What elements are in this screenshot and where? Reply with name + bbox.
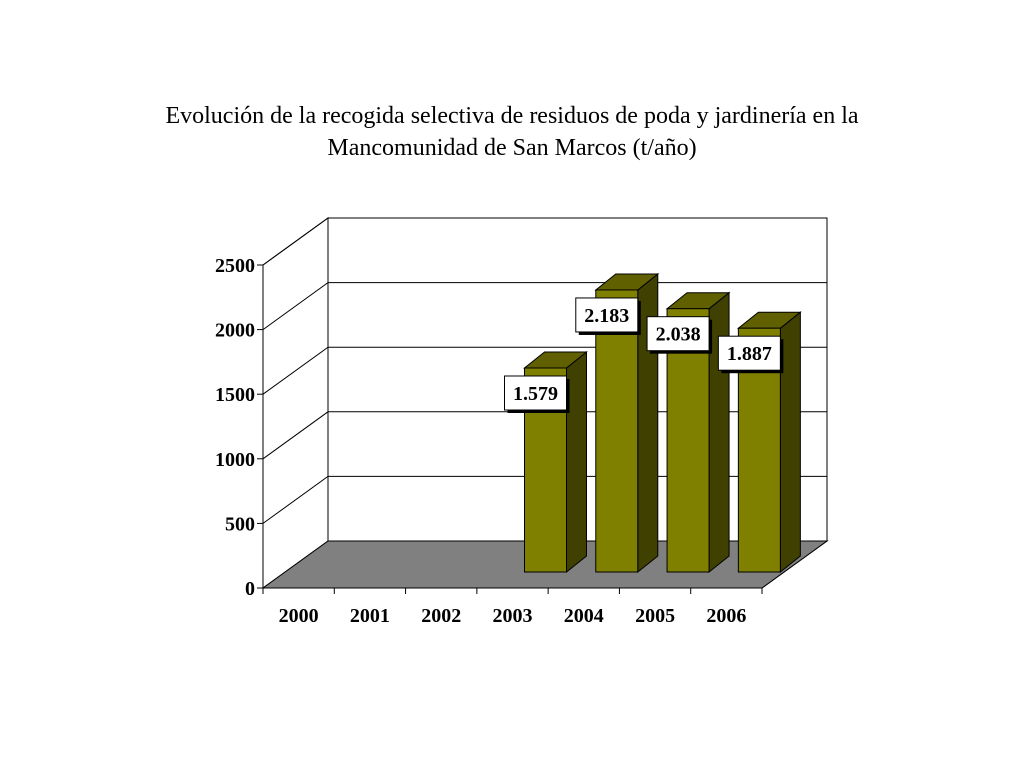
x-tick-label: 2003: [493, 605, 533, 627]
chart-title-line-2: Mancomunidad de San Marcos (t/año): [327, 135, 697, 161]
data-label-box: [575, 297, 639, 333]
gridline: [262, 282, 827, 331]
bar: [595, 289, 639, 573]
y-tick-label: 0: [245, 578, 255, 600]
data-label-box: [717, 335, 781, 371]
y-tick-label: 1000: [215, 449, 255, 471]
chart-title: Evolución de la recogida selectiva de re…: [0, 100, 1024, 164]
data-label-box: [504, 375, 567, 411]
data-label: 1.887: [727, 343, 772, 365]
x-tick-label: 2006: [706, 605, 746, 627]
y-tick-label: 2500: [215, 255, 255, 277]
y-tick-label: 1500: [215, 384, 255, 406]
y-tick-label: 500: [225, 513, 255, 535]
data-label-box: [646, 316, 710, 352]
x-tick-label: 2005: [635, 605, 675, 627]
gridline: [262, 217, 827, 266]
x-tick-label: 2001: [350, 605, 390, 627]
y-tick-label: 2000: [215, 320, 255, 342]
chart-title-line-1: Evolución de la recogida selectiva de re…: [165, 103, 859, 129]
gridline: [262, 475, 827, 524]
x-tick-label: 2002: [421, 605, 461, 627]
x-tick-label: 2004: [564, 605, 604, 627]
data-label: 2.038: [656, 324, 701, 346]
data-label: 2.183: [584, 305, 629, 327]
gridline: [262, 411, 827, 460]
chart-side-wall: [262, 217, 329, 589]
x-tick-label: 2000: [279, 605, 319, 627]
data-label: 1.579: [513, 383, 558, 405]
